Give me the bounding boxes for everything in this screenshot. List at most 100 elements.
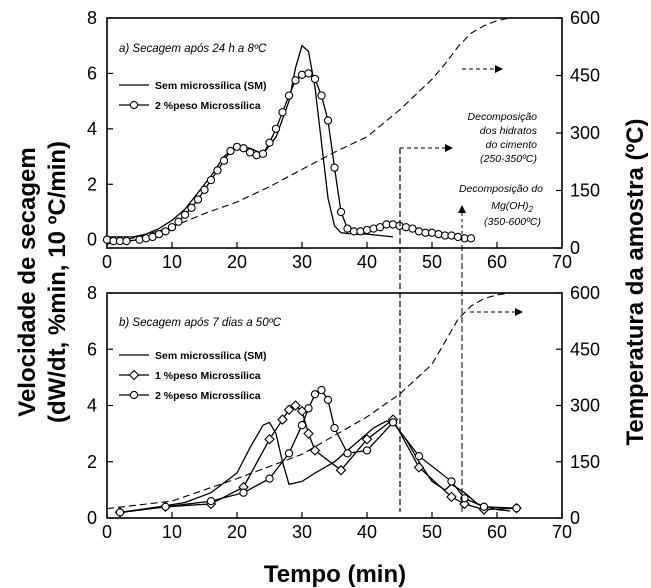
temperature-arrow-b-head: [515, 308, 523, 316]
x-tick-label-b: 0: [102, 522, 112, 542]
x-tick-label-b: 10: [162, 522, 182, 542]
annotation-mgoh-subscript: 2: [528, 205, 534, 214]
y-axis-label-line2: (dW/dt, %min, 10 ºC/min): [44, 141, 71, 423]
y2-tick-label-a: 0: [570, 238, 580, 258]
annotation-cement-2: dos hidratos: [480, 125, 538, 137]
data-point-circle-b: [362, 446, 372, 455]
x-tick-label-b: 60: [487, 522, 507, 542]
y2-axis-label: Temperatura da amostra (ºC): [622, 118, 649, 445]
y2-tick-label-a: 450: [570, 66, 600, 86]
y2-tick-label-b: 600: [570, 283, 600, 303]
series-line-a-temperatura: [106, 17, 511, 245]
data-point-circle-a: [161, 227, 170, 236]
data-point-diamond-b: [413, 462, 425, 473]
data-point-circle-b: [239, 488, 248, 497]
series-line-a-sem-micross-lica-sm-: [107, 44, 394, 238]
x-axis-label: Tempo (min): [264, 561, 406, 588]
x-tick-label-a: 30: [292, 252, 312, 272]
y-tick-label-b: 6: [87, 339, 97, 359]
data-point-circle-b: [460, 494, 469, 503]
data-point-circle-a: [206, 175, 216, 185]
data-point-diamond-b: [290, 400, 301, 411]
series-line-b-sem-micross-lica-sm-: [119, 420, 511, 514]
y-axis-label-line1: Velocidade de secagem: [14, 147, 41, 416]
data-point-diamond-b: [264, 433, 275, 445]
y-tick-label-a: 0: [87, 230, 97, 250]
x-tick-label-b: 50: [422, 522, 442, 542]
data-point-circle-b: [297, 421, 307, 430]
legend-marker-diamond-b: [128, 369, 140, 381]
legend-label-b: 1 %peso Microssílica: [155, 370, 261, 382]
y-tick-label-b: 0: [87, 508, 97, 528]
data-point-circle-b: [343, 449, 352, 458]
y2-tick-label-a: 300: [570, 123, 600, 143]
data-point-circle-a: [180, 210, 190, 219]
data-point-circle-a: [265, 138, 274, 147]
data-point-circle-b: [161, 502, 170, 511]
x-tick-label-a: 50: [422, 252, 442, 272]
x-tick-label-b: 40: [357, 522, 377, 542]
legend-label-b: 2 %peso Microssílica: [155, 390, 261, 402]
y-tick-label-b: 4: [87, 396, 97, 416]
data-point-diamond-b: [309, 445, 321, 456]
data-point-diamond-b: [335, 464, 347, 476]
legend-label-a: 2 %peso Microssílica: [155, 100, 261, 112]
data-point-circle-b: [115, 508, 125, 517]
data-point-diamond-b: [283, 404, 295, 415]
y2-tick-label-b: 0: [570, 508, 580, 528]
data-point-circle-a: [193, 195, 203, 204]
x-tick-label-b: 30: [292, 522, 312, 542]
x-tick-label-a: 20: [227, 252, 247, 272]
panel-title-a: a) Secagem após 24 h a 8ºC: [119, 43, 267, 55]
data-point-circle-a: [258, 149, 268, 158]
annotation-cement-1: Decomposição: [468, 111, 538, 123]
y-tick-label-a: 4: [87, 119, 97, 139]
legend-marker-circle-a: [129, 100, 139, 110]
y2-tick-label-b: 300: [570, 396, 600, 416]
annotation-mgoh-2: Mg(OH)2: [491, 200, 533, 214]
annotation-mgoh-3: (350-600ºC): [484, 216, 541, 228]
data-point-circle-a: [271, 124, 281, 133]
data-point-circle-b: [284, 449, 294, 458]
data-point-circle-a: [213, 166, 222, 175]
y2-tick-label-a: 600: [570, 8, 600, 28]
data-point-circle-a: [278, 108, 287, 117]
y-tick-label-b: 2: [87, 452, 97, 472]
data-point-circle-a: [466, 234, 476, 243]
data-point-diamond-b: [361, 433, 373, 445]
data-point-circle-b: [310, 390, 320, 399]
data-point-circle-a: [200, 185, 209, 194]
y2-tick-label-b: 450: [570, 339, 600, 359]
data-point-circle-b: [265, 474, 274, 483]
data-point-circle-b: [388, 418, 398, 427]
data-point-circle-a: [304, 69, 313, 78]
data-point-circle-a: [187, 203, 196, 212]
legend-label-b: Sem microssílica (SM): [155, 350, 266, 362]
temperature-arrow-a-head: [495, 65, 503, 73]
data-point-circle-b: [323, 395, 333, 405]
annotation-arrow-cement-head: [445, 144, 453, 152]
data-point-circle-a: [167, 223, 177, 232]
series-line-b-1-peso-micross-lica: [119, 404, 517, 514]
data-point-circle-a: [330, 163, 339, 172]
data-point-diamond-b: [277, 414, 288, 425]
annotation-cement-4: (250-350ºC): [480, 153, 537, 165]
data-point-circle-a: [317, 91, 326, 100]
data-point-circle-a: [122, 236, 131, 246]
x-tick-label-b: 20: [227, 522, 247, 542]
data-point-circle-b: [330, 423, 339, 433]
x-tick-label-a: 60: [487, 252, 507, 272]
x-tick-label-a: 40: [357, 252, 377, 272]
annotation-cement-3: do cimento: [486, 139, 538, 151]
data-point-circle-a: [291, 76, 300, 85]
data-point-circle-b: [512, 504, 521, 513]
x-tick-label-a: 70: [552, 252, 572, 272]
data-point-circle-a: [284, 91, 294, 100]
y2-tick-label-b: 150: [570, 452, 600, 472]
y-tick-label-a: 8: [87, 8, 97, 28]
y-tick-label-a: 6: [87, 63, 97, 83]
data-point-circle-a: [239, 144, 248, 153]
data-point-circle-a: [336, 207, 346, 217]
series-line-b-temperatura: [106, 292, 511, 510]
